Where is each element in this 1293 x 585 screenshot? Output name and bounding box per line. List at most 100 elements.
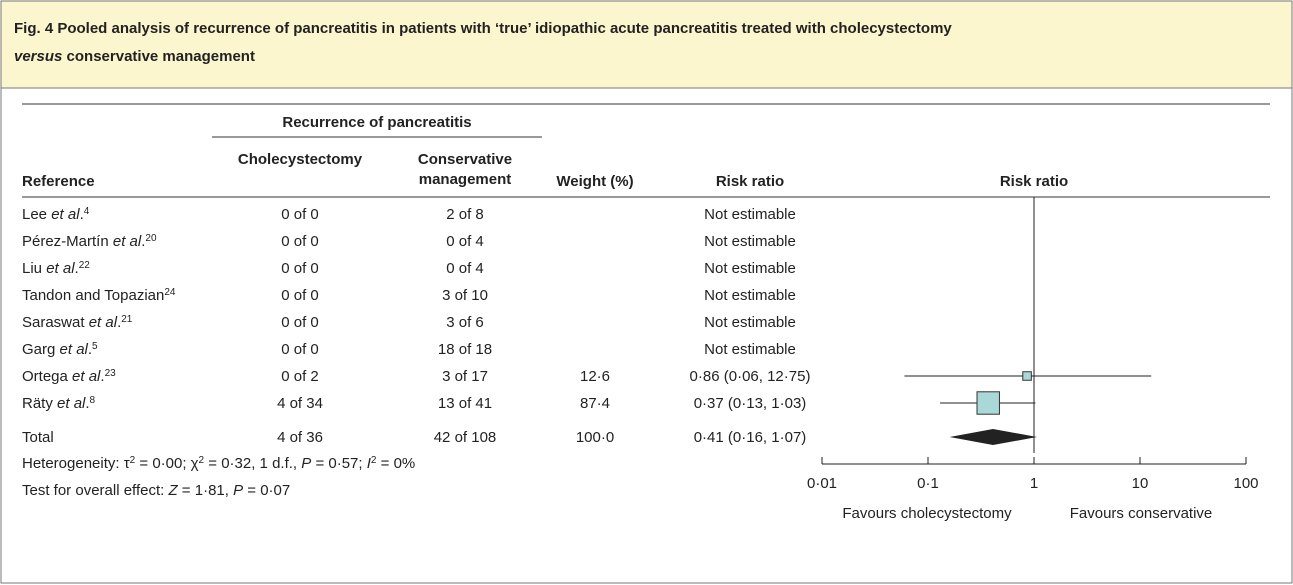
study-name: Pérez-Martín et al.20 [22, 233, 157, 251]
text-segment: . [85, 395, 89, 412]
text-segment: Fig. 4 Pooled analysis of recurrence of … [14, 20, 952, 37]
text-segment: et al [60, 341, 89, 358]
group-header: Recurrence of pancreatitis [282, 114, 471, 131]
cholecystectomy-count: 0 of 0 [281, 233, 319, 250]
conservative-count: 13 of 41 [438, 395, 492, 412]
cholecystectomy-count: 0 of 0 [281, 314, 319, 331]
figure-title: versus conservative management [14, 48, 255, 65]
conservative-count: 3 of 10 [442, 287, 488, 304]
column-header: Conservative [418, 151, 512, 168]
text-segment: Lee [22, 206, 51, 223]
weight-value: 100·0 [576, 429, 614, 446]
column-header: Risk ratio [716, 173, 784, 190]
cholecystectomy-count: 0 of 0 [281, 341, 319, 358]
study-name: Lee et al.4 [22, 206, 90, 224]
column-header: Weight (%) [556, 173, 633, 190]
text-segment: P [301, 455, 311, 472]
conservative-count: 3 of 17 [442, 368, 488, 385]
x-tick-label: 0·01 [807, 475, 837, 492]
text-segment: . [141, 233, 145, 250]
risk-ratio-value: Not estimable [704, 314, 796, 331]
text-segment: = 0·32, 1 d.f., [204, 455, 301, 472]
risk-ratio-value: Not estimable [704, 287, 796, 304]
text-segment: et al [89, 314, 118, 331]
text-segment: 2 [371, 455, 377, 466]
study-name: Garg et al.5 [22, 341, 98, 359]
text-segment: conservative management [62, 48, 255, 65]
text-segment: Heterogeneity: τ [22, 455, 130, 472]
conservative-count: 0 of 4 [446, 233, 484, 250]
column-header: Risk ratio [1000, 173, 1068, 190]
text-segment: 24 [164, 287, 176, 298]
risk-ratio-value: 0·86 (0·06, 12·75) [690, 368, 811, 385]
cholecystectomy-count: 4 of 34 [277, 395, 323, 412]
text-segment: . [88, 341, 92, 358]
text-segment: et al [113, 233, 142, 250]
text-segment: et al [51, 206, 80, 223]
text-segment: Z [167, 482, 178, 499]
text-segment: = 0% [376, 455, 415, 472]
column-header: Cholecystectomy [238, 151, 363, 168]
conservative-count: 0 of 4 [446, 260, 484, 277]
x-tick-label: 10 [1132, 475, 1149, 492]
weight-value: 12·6 [580, 368, 610, 385]
conservative-count: 2 of 8 [446, 206, 484, 223]
text-segment: . [100, 368, 104, 385]
weight-value: 87·4 [580, 395, 610, 412]
study-name: Ortega et al.23 [22, 368, 116, 386]
x-tick-label: 100 [1233, 475, 1258, 492]
text-segment: Garg [22, 341, 60, 358]
text-segment: Test for overall effect: [22, 482, 168, 499]
text-segment: Tandon and Topazian [22, 287, 164, 304]
risk-ratio-value: Not estimable [704, 260, 796, 277]
text-segment: I [367, 455, 371, 472]
text-segment: Räty [22, 395, 57, 412]
pooled-diamond [949, 429, 1038, 445]
text-segment: 2 [130, 455, 136, 466]
heterogeneity: Heterogeneity: τ2 = 0·00; χ2 = 0·32, 1 d… [22, 455, 415, 473]
text-segment: 8 [90, 395, 96, 406]
cholecystectomy-count: 0 of 0 [281, 260, 319, 277]
x-axis-label: Favours cholecystectomy [842, 505, 1012, 522]
text-segment: . [75, 260, 79, 277]
text-segment: 21 [121, 314, 133, 325]
text-segment: et al [46, 260, 75, 277]
column-header: Reference [22, 173, 95, 190]
text-segment: = 1·81, [178, 482, 233, 499]
cholecystectomy-count: 0 of 0 [281, 206, 319, 223]
study-name: Räty et al.8 [22, 395, 96, 413]
text-segment: Ortega [22, 368, 72, 385]
study-name: Tandon and Topazian24 [22, 287, 176, 305]
text-segment: . [80, 206, 84, 223]
title-box [0, 0, 1293, 89]
weight-square [1022, 371, 1032, 381]
conservative-count: 18 of 18 [438, 341, 492, 358]
conservative-count: 42 of 108 [434, 429, 497, 446]
figure-title: Fig. 4 Pooled analysis of recurrence of … [14, 20, 952, 37]
x-tick-label: 0·1 [917, 475, 939, 492]
cholecystectomy-count: 4 of 36 [277, 429, 323, 446]
text-segment: Liu [22, 260, 46, 277]
text-segment: 23 [105, 368, 117, 379]
figure-panel [0, 87, 1293, 584]
text-segment: = 0·00; χ [135, 455, 198, 472]
text-segment: 2 [199, 455, 205, 466]
text-segment: 20 [145, 233, 157, 244]
study-name: Liu et al.22 [22, 260, 90, 278]
text-segment: = 0·07 [243, 482, 290, 499]
overall-effect: Test for overall effect: Z = 1·81, P = 0… [22, 482, 290, 499]
cholecystectomy-count: 0 of 2 [281, 368, 319, 385]
weight-square [976, 391, 1000, 415]
text-segment: 5 [92, 341, 98, 352]
text-segment: et al [57, 395, 86, 412]
text-segment: Pérez-Martín [22, 233, 113, 250]
total-label: Total [22, 429, 54, 446]
text-segment: Saraswat [22, 314, 89, 331]
text-segment: . [117, 314, 121, 331]
risk-ratio-value: Not estimable [704, 341, 796, 358]
risk-ratio-value: 0·37 (0·13, 1·03) [694, 395, 807, 412]
text-segment: 22 [79, 260, 91, 271]
risk-ratio-value: Not estimable [704, 206, 796, 223]
risk-ratio-value: 0·41 (0·16, 1·07) [694, 429, 807, 446]
